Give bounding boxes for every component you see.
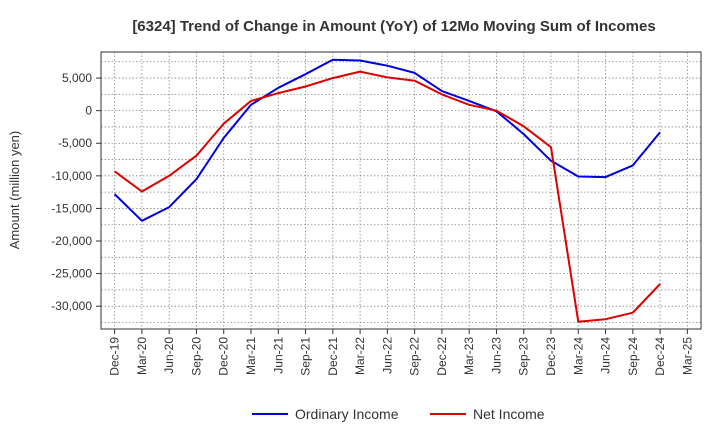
x-tick-label: Sep-24: [626, 337, 640, 376]
x-tick-label: Sep-20: [189, 337, 203, 376]
plot-area-border: [100, 51, 702, 330]
x-tick-label: Sep-21: [299, 337, 313, 376]
x-tick-label: Dec-24: [653, 337, 667, 376]
x-tick-label: Sep-23: [517, 337, 531, 376]
legend-label: Ordinary Income: [295, 406, 399, 422]
y-tick-label: 5,000: [62, 71, 92, 85]
chart-title: [6324] Trend of Change in Amount (YoY) o…: [132, 18, 655, 35]
series-line-ordinary-income: [113, 58, 661, 222]
x-tick-label: Mar-24: [571, 337, 585, 375]
x-tick-label: Dec-19: [108, 337, 122, 376]
x-tick-label: Mar-22: [353, 337, 367, 375]
x-tick-label: Dec-21: [326, 337, 340, 376]
x-tick-label: Jun-23: [489, 337, 503, 374]
x-tick-label: Dec-23: [544, 337, 558, 376]
x-tick-label: Mar-23: [462, 337, 476, 375]
x-tick-label: Dec-22: [435, 337, 449, 376]
y-tick-label: -5,000: [58, 136, 92, 150]
x-tick-label: Mar-25: [680, 337, 694, 375]
x-tick-label: Sep-22: [408, 337, 422, 376]
x-tick-label: Jun-22: [380, 337, 394, 374]
y-tick-label: -25,000: [51, 267, 92, 281]
x-tick-label: Jun-21: [271, 337, 285, 374]
y-tick-label: -20,000: [51, 234, 92, 248]
x-tick-label: Mar-20: [135, 337, 149, 375]
grid-lines: [101, 52, 701, 329]
x-axis: Dec-19 Mar-20 Jun-20 Sep-20 Dec-20 Mar-21 Jun-…: [108, 329, 694, 376]
x-tick-label: Jun-24: [599, 337, 613, 374]
y-tick-label: -10,000: [51, 169, 92, 183]
legend: Ordinary Income Net Income: [252, 406, 545, 422]
series-group: [113, 58, 661, 323]
y-axis-label: Amount (million yen): [7, 131, 22, 250]
y-axis: 5,000 0 -5,000 -10,000 -15,000 -20,000 -25,000…: [51, 71, 101, 313]
series-line-net-income: [114, 70, 661, 323]
x-tick-label: Jun-20: [162, 337, 176, 374]
legend-label: Net Income: [473, 406, 545, 422]
y-tick-label: -15,000: [51, 201, 92, 215]
x-tick-label: Dec-20: [217, 337, 231, 376]
y-tick-label: 0: [85, 104, 92, 118]
x-tick-label: Mar-21: [244, 337, 258, 375]
y-tick-label: -30,000: [51, 299, 92, 313]
